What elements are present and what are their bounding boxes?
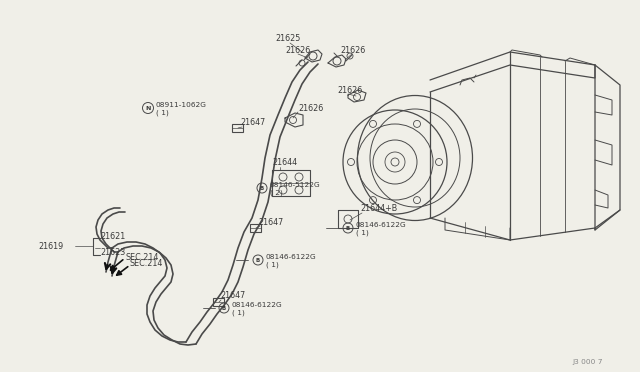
Text: 21626: 21626: [337, 86, 362, 94]
Text: SEC.214: SEC.214: [125, 253, 158, 262]
Text: 21626: 21626: [340, 45, 365, 55]
Text: 21647: 21647: [220, 292, 245, 301]
Text: 21623: 21623: [100, 247, 125, 257]
Text: 21647: 21647: [258, 218, 284, 227]
Text: 08146-6122G: 08146-6122G: [266, 254, 317, 260]
Bar: [250, 224, 260, 232]
Text: J3 000 7: J3 000 7: [572, 359, 602, 365]
Text: 08146-5122G: 08146-5122G: [270, 182, 321, 188]
Text: 08146-6122G: 08146-6122G: [356, 222, 406, 228]
Text: N: N: [145, 106, 150, 110]
Bar: [232, 124, 243, 132]
Text: B: B: [260, 186, 264, 190]
Text: 21626: 21626: [298, 103, 323, 112]
Text: B: B: [256, 257, 260, 263]
Text: 21647: 21647: [240, 118, 265, 126]
Text: 21621: 21621: [100, 231, 125, 241]
Bar: [212, 298, 223, 306]
Text: ( 2): ( 2): [270, 190, 283, 196]
Text: ( 1): ( 1): [356, 230, 369, 236]
Text: 21626: 21626: [285, 45, 310, 55]
Text: 21644: 21644: [272, 157, 297, 167]
Text: ( 1): ( 1): [156, 110, 169, 116]
Text: 21619: 21619: [38, 241, 63, 250]
Text: ( 1): ( 1): [232, 310, 245, 316]
Text: 08911-1062G: 08911-1062G: [156, 102, 207, 108]
Text: ( 1): ( 1): [266, 262, 279, 268]
Text: B: B: [346, 225, 350, 231]
Text: SEC.214: SEC.214: [130, 260, 163, 269]
Text: 21625: 21625: [275, 33, 300, 42]
Text: 21644+B: 21644+B: [360, 203, 397, 212]
Text: B: B: [222, 305, 226, 311]
Text: 08146-6122G: 08146-6122G: [232, 302, 283, 308]
